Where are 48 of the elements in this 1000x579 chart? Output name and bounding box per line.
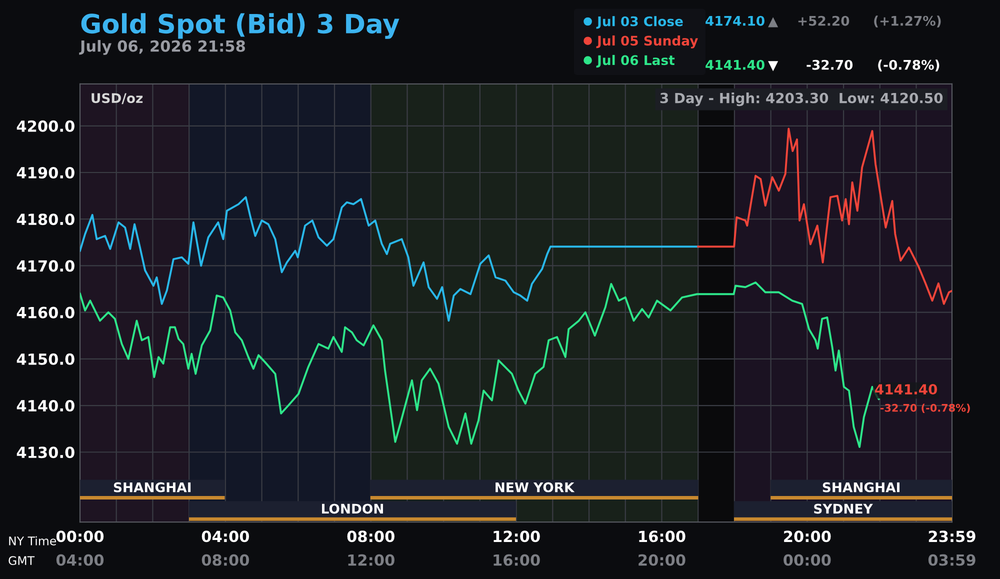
text: (-0.78%) [878, 60, 940, 72]
line-series [80, 196, 700, 322]
annotation: LONDON [322, 504, 383, 514]
y-tick-label: 4160.0 [16, 306, 74, 318]
x-tick-label: 23:59 [928, 530, 976, 542]
y-tick-label: 4150.0 [16, 353, 74, 365]
x2-tick-label: 08:00 [202, 554, 250, 566]
chart-subtitle: July 06, 2026 21:58 [79, 40, 245, 55]
text: +52.20 [798, 16, 850, 26]
chart-title: Gold Spot (Bid) 3 Day [81, 13, 400, 39]
x2-tick-label: 04:00 [56, 554, 104, 566]
text: ▼ [768, 61, 778, 72]
annotation: 3 Day - High: 4203.30 Low: 4120.50 [660, 92, 943, 106]
x-tick-label: 04:00 [202, 530, 250, 542]
text: -32.70 [806, 60, 853, 70]
x-tick-label: 08:00 [347, 530, 394, 542]
line-series [697, 128, 952, 305]
x2-tick-label: 03:59 [928, 554, 976, 566]
y-tick-label: 4130.0 [16, 446, 74, 458]
x-axis-title: NY Time [9, 536, 56, 546]
annotation: NEW YORK [496, 482, 575, 492]
y-axis-title: USD/oz [92, 93, 143, 104]
text: 4174.10 [706, 16, 764, 26]
text: 4141.40 [706, 60, 764, 70]
legend-label: Jul 05 Sunday [596, 35, 698, 48]
legend-label: Jul 06 Last [596, 54, 675, 68]
x-tick-label: 12:00 [494, 530, 540, 542]
x2-axis-title: GMT [8, 556, 35, 566]
x2-tick-label: 16:00 [494, 554, 540, 566]
x2-tick-label: 00:00 [784, 554, 831, 566]
y-tick-label: 4190.0 [16, 166, 74, 179]
annotation: SHANGHAI [822, 482, 900, 492]
y-tick-label: 4180.0 [16, 214, 74, 226]
x-tick-label: 16:00 [639, 530, 686, 542]
legend-label: Jul 03 Close [596, 16, 683, 29]
annotation: SYDNEY [814, 504, 873, 514]
annotation: SHANGHAI [114, 482, 191, 492]
text: ▲ [768, 17, 778, 28]
x2-tick-label: 20:00 [638, 554, 686, 566]
text: (+1.27%) [874, 16, 941, 28]
x-tick-label: 00:00 [56, 530, 104, 542]
annotation: -32.70 (-0.78%) [880, 404, 970, 414]
y-tick-label: 4170.0 [16, 260, 74, 272]
x2-tick-label: 12:00 [348, 554, 394, 566]
y-tick-label: 4140.0 [16, 400, 74, 412]
x-tick-label: 20:00 [784, 530, 831, 542]
y-tick-label: 4200.0 [16, 120, 74, 132]
annotation: 4141.40 [875, 384, 938, 395]
